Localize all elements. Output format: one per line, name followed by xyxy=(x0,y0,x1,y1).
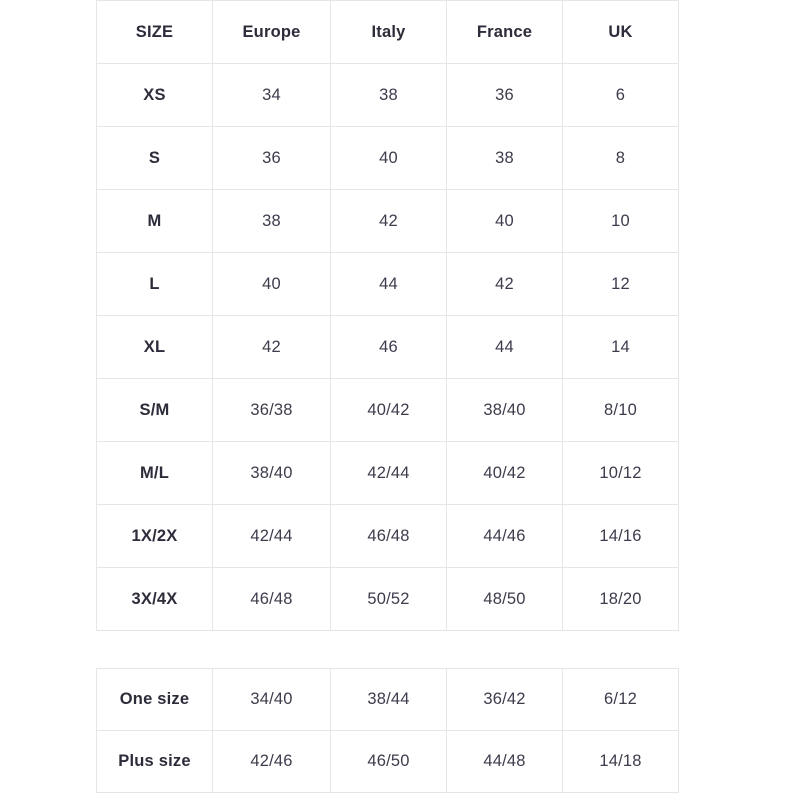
table-header-row: SIZE Europe Italy France UK xyxy=(96,0,679,64)
row-label-one-size: One size xyxy=(96,668,213,731)
cell-italy: 50/52 xyxy=(330,567,447,631)
table-row: XL 42 46 44 14 xyxy=(96,315,679,379)
table-row: Plus size 42/46 46/50 44/48 14/18 xyxy=(96,730,679,793)
cell-france: 44/48 xyxy=(446,730,563,793)
one-size-conversion-table: One size 34/40 38/44 36/42 6/12 Plus siz… xyxy=(96,668,679,793)
cell-uk: 10/12 xyxy=(562,441,679,505)
column-header-europe: Europe xyxy=(212,0,331,64)
size-conversion-table: SIZE Europe Italy France UK XS 34 38 36 … xyxy=(96,0,679,631)
cell-uk: 14/18 xyxy=(562,730,679,793)
cell-uk: 10 xyxy=(562,189,679,253)
table-row: S 36 40 38 8 xyxy=(96,126,679,190)
cell-france: 48/50 xyxy=(446,567,563,631)
row-label-xl: XL xyxy=(96,315,213,379)
cell-uk: 12 xyxy=(562,252,679,316)
cell-uk: 8/10 xyxy=(562,378,679,442)
row-label-xs: XS xyxy=(96,63,213,127)
row-label-plus-size: Plus size xyxy=(96,730,213,793)
row-label-s-m: S/M xyxy=(96,378,213,442)
cell-europe: 42/46 xyxy=(212,730,331,793)
cell-france: 44 xyxy=(446,315,563,379)
cell-france: 38 xyxy=(446,126,563,190)
row-label-s: S xyxy=(96,126,213,190)
table-row: L 40 44 42 12 xyxy=(96,252,679,316)
column-header-size: SIZE xyxy=(96,0,213,64)
table-body: XS 34 38 36 6 S 36 40 38 8 M 38 42 40 10 xyxy=(96,63,679,631)
cell-uk: 8 xyxy=(562,126,679,190)
cell-france: 40/42 xyxy=(446,441,563,505)
cell-europe: 46/48 xyxy=(212,567,331,631)
cell-europe: 38 xyxy=(212,189,331,253)
table-row: M/L 38/40 42/44 40/42 10/12 xyxy=(96,441,679,505)
cell-italy: 46 xyxy=(330,315,447,379)
cell-france: 44/46 xyxy=(446,504,563,568)
table-row: One size 34/40 38/44 36/42 6/12 xyxy=(96,668,679,731)
row-label-m: M xyxy=(96,189,213,253)
table-header: SIZE Europe Italy France UK xyxy=(96,0,679,64)
table-row: XS 34 38 36 6 xyxy=(96,63,679,127)
row-label-3x-4x: 3X/4X xyxy=(96,567,213,631)
table-body: One size 34/40 38/44 36/42 6/12 Plus siz… xyxy=(96,668,679,793)
cell-france: 40 xyxy=(446,189,563,253)
cell-europe: 42/44 xyxy=(212,504,331,568)
cell-italy: 38 xyxy=(330,63,447,127)
row-label-m-l: M/L xyxy=(96,441,213,505)
column-header-uk: UK xyxy=(562,0,679,64)
column-header-italy: Italy xyxy=(330,0,447,64)
column-header-france: France xyxy=(446,0,563,64)
table-row: 3X/4X 46/48 50/52 48/50 18/20 xyxy=(96,567,679,631)
cell-france: 42 xyxy=(446,252,563,316)
row-label-l: L xyxy=(96,252,213,316)
cell-italy: 44 xyxy=(330,252,447,316)
cell-italy: 42/44 xyxy=(330,441,447,505)
cell-italy: 38/44 xyxy=(330,668,447,731)
main-size-chart: SIZE Europe Italy France UK XS 34 38 36 … xyxy=(96,0,679,631)
cell-france: 36/42 xyxy=(446,668,563,731)
cell-europe: 42 xyxy=(212,315,331,379)
cell-europe: 38/40 xyxy=(212,441,331,505)
cell-uk: 6 xyxy=(562,63,679,127)
cell-italy: 40/42 xyxy=(330,378,447,442)
cell-france: 36 xyxy=(446,63,563,127)
table-row: S/M 36/38 40/42 38/40 8/10 xyxy=(96,378,679,442)
cell-uk: 14/16 xyxy=(562,504,679,568)
row-label-1x-2x: 1X/2X xyxy=(96,504,213,568)
cell-italy: 42 xyxy=(330,189,447,253)
table-row: M 38 42 40 10 xyxy=(96,189,679,253)
cell-europe: 34 xyxy=(212,63,331,127)
table-row: 1X/2X 42/44 46/48 44/46 14/16 xyxy=(96,504,679,568)
cell-europe: 36 xyxy=(212,126,331,190)
cell-europe: 40 xyxy=(212,252,331,316)
cell-italy: 46/48 xyxy=(330,504,447,568)
cell-italy: 46/50 xyxy=(330,730,447,793)
cell-uk: 18/20 xyxy=(562,567,679,631)
cell-uk: 14 xyxy=(562,315,679,379)
cell-europe: 36/38 xyxy=(212,378,331,442)
one-size-chart: One size 34/40 38/44 36/42 6/12 Plus siz… xyxy=(96,668,679,793)
cell-europe: 34/40 xyxy=(212,668,331,731)
cell-italy: 40 xyxy=(330,126,447,190)
cell-uk: 6/12 xyxy=(562,668,679,731)
cell-france: 38/40 xyxy=(446,378,563,442)
